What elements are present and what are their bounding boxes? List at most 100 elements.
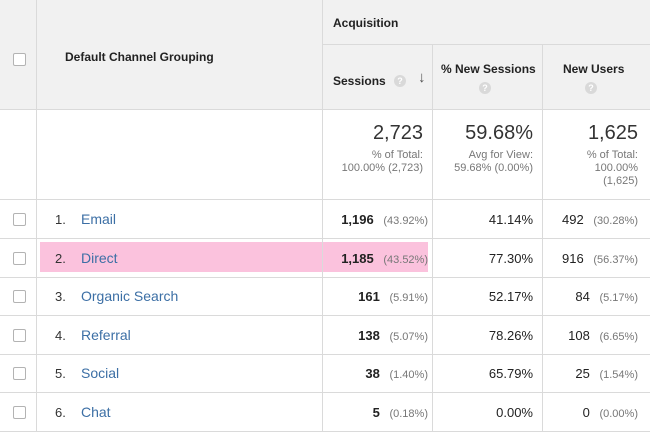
new-users-percent: (56.37%) <box>593 253 638 266</box>
new-sessions-header[interactable]: % New Sessions ? <box>432 44 542 110</box>
row-new-users: 492 (30.28%) <box>562 212 638 227</box>
row-highlight <box>40 242 428 272</box>
new-users-value: 492 <box>562 211 584 227</box>
row-new-users: 916 (56.37%) <box>562 251 638 266</box>
select-all-checkbox[interactable] <box>13 53 26 66</box>
row-checkbox[interactable] <box>13 290 26 303</box>
row-select-cell <box>0 239 36 278</box>
row-select-cell <box>0 277 36 316</box>
row-checkbox[interactable] <box>13 252 26 265</box>
question-icon[interactable]: ? <box>394 75 406 87</box>
row-index: 5. <box>55 365 66 381</box>
channel-link[interactable]: Referral <box>81 326 131 343</box>
row-new-sessions-cell <box>432 354 542 393</box>
arrow-down-icon[interactable]: ↓ <box>418 69 426 86</box>
row-new-sessions-cell <box>432 277 542 316</box>
sessions-value: 38 <box>365 365 380 381</box>
channel-link[interactable]: Organic Search <box>81 287 179 304</box>
row-index: 3. <box>55 288 66 304</box>
new-users-value: 0 <box>582 404 590 420</box>
acquisition-group-header: Acquisition <box>322 0 650 44</box>
row-new-users-cell <box>542 200 650 239</box>
sessions-percent: (5.91%) <box>389 291 428 304</box>
totals-new-sessions: 59.68% Avg for View: 59.68% (0.00%) <box>432 110 542 200</box>
question-icon[interactable]: ? <box>585 82 597 94</box>
table-row <box>36 200 322 239</box>
row-select-cell <box>0 393 36 432</box>
sessions-value: 5 <box>372 404 380 420</box>
new-users-value: 916 <box>562 250 584 266</box>
sessions-percent: (43.92%) <box>383 214 428 227</box>
row-new-sessions: 78.26% <box>488 327 533 343</box>
row-checkbox[interactable] <box>13 329 26 342</box>
sessions-percent: (5.07%) <box>389 330 428 343</box>
new-users-value: 108 <box>568 327 590 343</box>
acquisition-label: Acquisition <box>333 16 399 30</box>
totals-new-users-detail: 100.00% <box>594 162 638 174</box>
row-new-sessions: 77.30% <box>488 250 533 266</box>
row-new-sessions-cell <box>432 200 542 239</box>
new-users-value: 25 <box>575 365 590 381</box>
channel-link[interactable]: Social <box>81 364 120 381</box>
row-index: 4. <box>55 327 66 343</box>
row-new-users-cell <box>542 316 650 355</box>
table-row <box>36 239 322 278</box>
row-index: 6. <box>55 404 66 420</box>
sessions-percent: (1.40%) <box>389 368 428 381</box>
row-index: 1. <box>55 211 66 227</box>
channel-link[interactable]: Email <box>81 210 117 227</box>
row-select-cell <box>0 200 36 239</box>
row-sessions-cell <box>322 354 432 393</box>
row-checkbox[interactable] <box>13 213 26 226</box>
row-sessions: 1,196 (43.92%) <box>341 212 428 227</box>
totals-new-sessions-caption: Avg for View: <box>468 149 533 161</box>
totals-sessions-value: 2,723 <box>372 122 423 144</box>
row-new-sessions-cell <box>432 316 542 355</box>
sessions-header[interactable]: Sessions ? ↓ <box>322 44 432 110</box>
new-users-header-label: New Users <box>563 62 625 76</box>
new-users-value: 84 <box>575 288 590 304</box>
new-users-percent: (1.54%) <box>599 368 638 381</box>
row-checkbox[interactable] <box>13 367 26 380</box>
question-icon[interactable]: ? <box>479 82 491 94</box>
row-new-users: 84 (5.17%) <box>575 289 638 304</box>
row-checkbox[interactable] <box>13 406 26 419</box>
sessions-percent: (43.52%) <box>383 253 428 266</box>
row-index: 2. <box>55 250 66 266</box>
sessions-value: 1,185 <box>341 250 374 266</box>
table-row <box>36 393 322 432</box>
totals-blank <box>0 110 36 200</box>
new-users-percent: (5.17%) <box>599 291 638 304</box>
totals-sessions-detail: 100.00% (2,723) <box>341 162 423 174</box>
row-sessions: 5 (0.18%) <box>373 405 428 420</box>
table-row <box>36 277 322 316</box>
dimension-header-label: Default Channel Grouping <box>65 50 214 64</box>
row-sessions: 38 (1.40%) <box>365 366 428 381</box>
row-sessions: 161 (5.91%) <box>358 289 428 304</box>
table-row <box>36 316 322 355</box>
sessions-value: 1,196 <box>341 211 374 227</box>
totals-new-users-value: 1,625 <box>587 122 638 144</box>
sessions-value: 138 <box>358 327 380 343</box>
dimension-header[interactable]: Default Channel Grouping <box>36 0 322 110</box>
row-sessions-cell <box>322 316 432 355</box>
row-sessions: 1,185 (43.52%) <box>341 251 428 266</box>
row-sessions: 138 (5.07%) <box>358 328 428 343</box>
row-select-cell <box>0 316 36 355</box>
totals-new-sessions-value: 59.68% <box>465 122 533 144</box>
totals-sessions-caption: % of Total: <box>371 149 423 161</box>
row-new-users-cell <box>542 354 650 393</box>
row-select-cell <box>0 354 36 393</box>
sessions-percent: (0.18%) <box>389 407 428 420</box>
new-users-header[interactable]: New Users ? <box>542 44 650 110</box>
row-new-sessions: 52.17% <box>488 288 533 304</box>
totals-sessions: 2,723 % of Total: 100.00% (2,723) <box>322 110 432 200</box>
channel-link[interactable]: Direct <box>81 249 118 266</box>
row-new-users: 108 (6.65%) <box>568 328 638 343</box>
table-row <box>36 354 322 393</box>
channel-link[interactable]: Chat <box>81 403 111 420</box>
row-new-users-cell <box>542 277 650 316</box>
row-new-users: 25 (1.54%) <box>575 366 638 381</box>
row-sessions-cell <box>322 239 432 278</box>
totals-label-cell <box>36 110 322 200</box>
